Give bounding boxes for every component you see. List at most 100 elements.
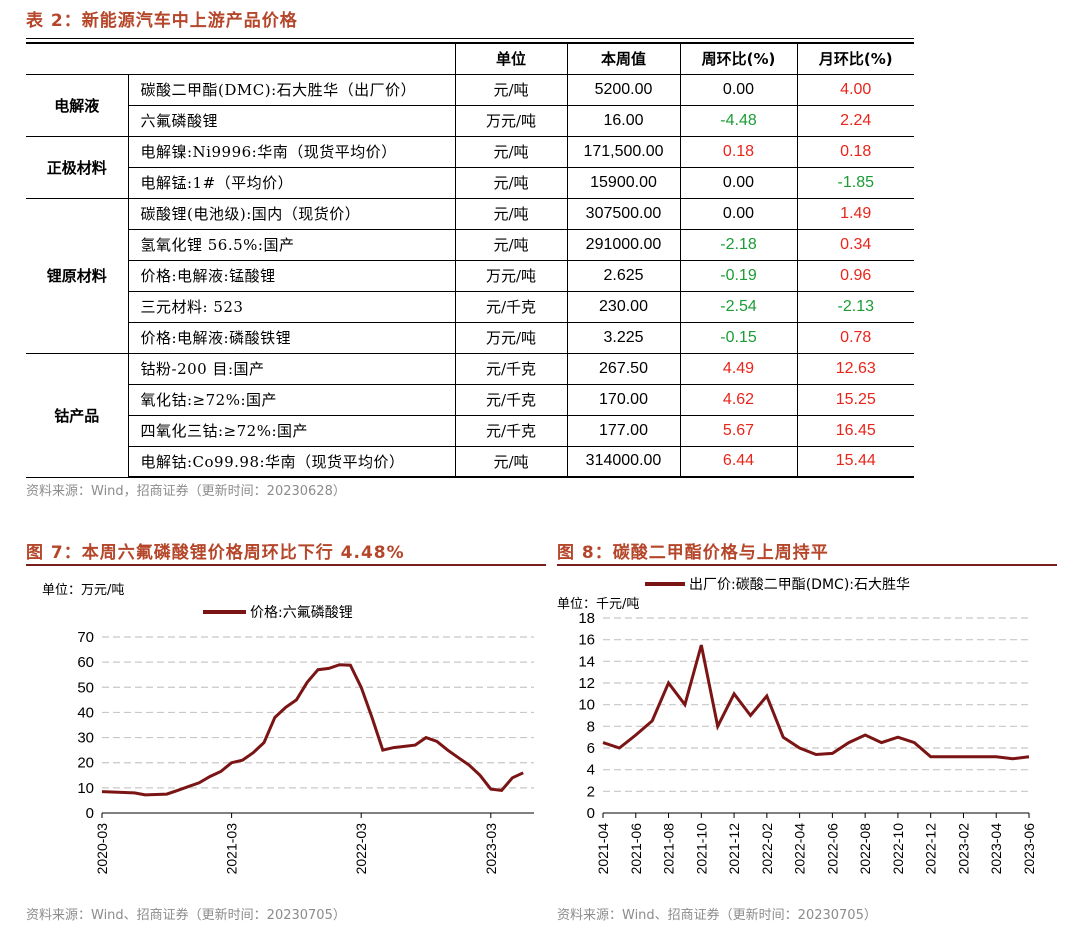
mom-cell: 2.24 [796, 104, 914, 137]
unit-cell: 元/吨 [454, 228, 568, 261]
y-tick-label: 18 [578, 610, 595, 627]
unit-cell: 元/吨 [454, 166, 568, 199]
mom-cell: 12.63 [796, 352, 914, 385]
item-cell: 氧化钴:≥72%:国产 [127, 383, 456, 416]
item-cell: 碳酸二甲酯(DMC):石大胜华（出厂价） [127, 73, 456, 106]
x-tick-label: 2021-04 [595, 823, 611, 875]
table-row: 三元材料: 523 元/千克 230.00 -2.54 -2.13 [26, 290, 914, 323]
x-tick-label: 2022-03 [353, 823, 369, 875]
x-tick-label: 2023-06 [1021, 823, 1037, 875]
unit-cell: 元/千克 [454, 352, 568, 385]
chart7-source: 资料来源：Wind、招商证券（更新时间：20230705） [26, 908, 346, 923]
value-cell: 267.50 [566, 352, 681, 385]
item-cell: 碳酸锂(电池级):国内（现货价） [127, 197, 456, 230]
y-tick-label: 12 [578, 675, 595, 692]
mom-cell: 0.78 [796, 321, 914, 354]
wow-cell: 0.00 [679, 166, 798, 199]
table-row: 锂原材料 碳酸锂(电池级):国内（现货价） 元/吨 307500.00 0.00 1.49 [26, 197, 914, 354]
unit-cell: 元/千克 [454, 383, 568, 416]
chart7-x-axis: 2020-03 2021-03 2022-03 2023-03 [94, 812, 534, 875]
y-tick-label: 4 [587, 762, 595, 779]
y-tick-label: 6 [587, 740, 595, 757]
mom-cell: 16.45 [796, 414, 914, 447]
wow-cell: -2.18 [679, 228, 798, 261]
x-tick-label: 2022-06 [824, 823, 840, 875]
chart8-legend: 出厂价:碳酸二甲酯(DMC):石大胜华 [645, 577, 910, 593]
header-wow: 周环比(%) [679, 42, 798, 75]
category-cell: 电解液 [26, 73, 129, 137]
wow-cell: 4.62 [679, 383, 798, 416]
value-cell: 5200.00 [566, 73, 681, 106]
mom-cell: 0.34 [796, 228, 914, 261]
x-tick-label: 2022-08 [857, 823, 873, 875]
x-tick-label: 2022-02 [759, 823, 775, 875]
category-cell: 钴产品 [26, 352, 129, 478]
chart7-y-axis: 0 10 20 30 40 50 60 70 [77, 629, 94, 822]
x-tick-label: 2021-03 [224, 823, 240, 875]
wow-cell: 6.44 [679, 445, 798, 478]
unit-cell: 万元/吨 [454, 104, 568, 137]
chart8-title: 图 8：碳酸二甲酯价格与上周持平 [557, 543, 829, 563]
chart8-series-line [602, 644, 1030, 761]
item-cell: 钴粉-200 目:国产 [127, 352, 456, 385]
item-cell: 电解钴:Co99.98:华南（现货平均价） [127, 445, 456, 478]
table-row: 电解钴:Co99.98:华南（现货平均价） 元/吨 314000.00 6.44 15.… [26, 445, 914, 478]
y-tick-label: 8 [587, 718, 595, 735]
table-title: 表 2：新能源汽车中上游产品价格 [26, 11, 298, 31]
chart7-title-rule [26, 564, 546, 566]
item-cell: 价格:电解液:磷酸铁锂 [127, 321, 456, 354]
chart7-legend-label: 价格:六氟磷酸锂 [250, 605, 353, 621]
x-tick-label: 2023-04 [988, 823, 1004, 875]
value-cell: 171,500.00 [566, 135, 681, 168]
y-tick-label: 20 [77, 755, 94, 772]
mom-cell: 0.96 [796, 259, 914, 292]
value-cell: 2.625 [566, 259, 681, 292]
table-source: 资料来源：Wind，招商证券（更新时间：20230628） [26, 484, 346, 499]
chart8-svg: 出厂价:碳酸二甲酯(DMC):石大胜华 单位：千元/吨 0 2 4 6 8 10 12 14 1… [557, 577, 1037, 875]
y-tick-label: 14 [578, 653, 595, 670]
wow-cell: 4.49 [679, 352, 798, 385]
y-tick-label: 50 [77, 679, 94, 696]
table-row: 氧化钴:≥72%:国产 元/千克 170.00 4.62 15.25 [26, 383, 914, 416]
value-cell: 170.00 [566, 383, 681, 416]
value-cell: 3.225 [566, 321, 681, 354]
chart7-grid [102, 636, 534, 789]
chart8-source: 资料来源：Wind、招商证券（更新时间：20230705） [557, 908, 877, 923]
value-cell: 230.00 [566, 290, 681, 323]
chart8-y-axis: 0 2 4 6 8 10 12 14 16 18 [578, 610, 595, 822]
x-tick-label: 2021-10 [693, 823, 709, 875]
header-blank [26, 42, 456, 75]
chart7-title: 图 7：本周六氟磷酸锂价格周环比下行 4.48% [26, 543, 405, 563]
x-tick-label: 2023-02 [955, 823, 971, 875]
value-cell: 307500.00 [566, 197, 681, 230]
item-cell: 三元材料: 523 [127, 290, 456, 323]
unit-cell: 万元/吨 [454, 259, 568, 292]
table-row: 价格:电解液:磷酸铁锂 万元/吨 3.225 -0.15 0.78 [26, 321, 914, 354]
table-title-rule [26, 38, 914, 39]
mom-cell: 0.18 [796, 135, 914, 168]
wow-cell: -2.54 [679, 290, 798, 323]
header-unit: 单位 [454, 42, 568, 75]
item-cell: 电解锰:1#（平均价） [127, 166, 456, 199]
y-tick-label: 0 [587, 805, 595, 822]
x-tick-label: 2021-06 [628, 823, 644, 875]
unit-cell: 元/千克 [454, 414, 568, 447]
value-cell: 15900.00 [566, 166, 681, 199]
y-tick-label: 16 [578, 632, 595, 649]
x-tick-label: 2021-08 [661, 823, 677, 875]
x-tick-label: 2022-04 [792, 823, 808, 875]
mom-cell: 15.44 [796, 445, 914, 478]
unit-cell: 万元/吨 [454, 321, 568, 354]
y-tick-label: 10 [578, 697, 595, 714]
unit-cell: 元/吨 [454, 445, 568, 478]
table-header-row: 单位 本周值 周环比(%) 月环比(%) [26, 42, 914, 75]
x-tick-label: 2021-12 [726, 823, 742, 875]
table-row: 氢氧化锂 56.5%:国产 元/吨 291000.00 -2.18 0.34 [26, 228, 914, 261]
wow-cell: -4.48 [679, 104, 798, 137]
mom-cell: -1.85 [796, 166, 914, 199]
mom-cell: 15.25 [796, 383, 914, 416]
x-tick-label: 2023-03 [483, 823, 499, 875]
table-row: 钴产品 钴粉-200 目:国产 元/千克 267.50 4.49 12.63 [26, 352, 914, 478]
header-value: 本周值 [566, 42, 681, 75]
chart8-title-rule [557, 564, 1057, 566]
